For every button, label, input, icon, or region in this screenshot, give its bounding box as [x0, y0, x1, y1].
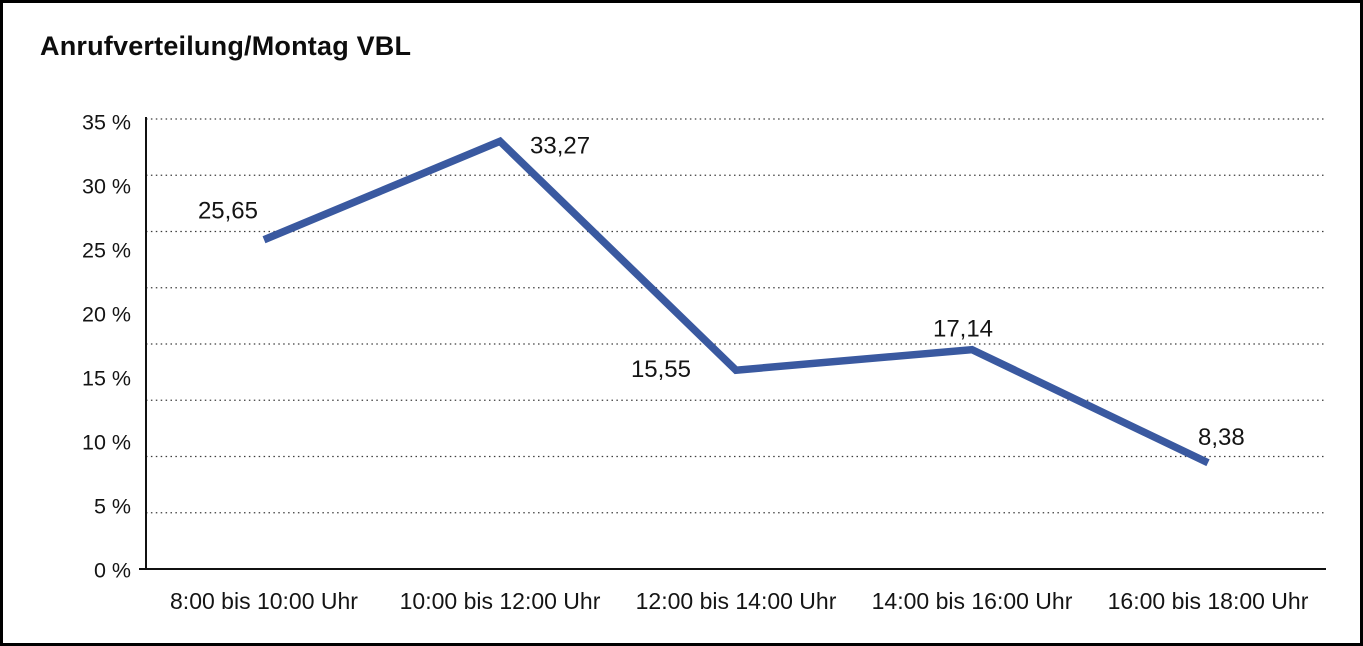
y-axis-tick-label: 0 %	[94, 559, 131, 583]
y-axis-tick-label: 10 %	[82, 431, 131, 455]
data-point-label: 33,27	[530, 132, 590, 159]
y-axis-tick-label: 35 %	[82, 111, 131, 135]
data-point-label: 25,65	[198, 198, 258, 225]
data-point-label: 15,55	[631, 356, 691, 383]
chart-title: Anrufverteilung/Montag VBL	[40, 31, 412, 61]
y-axis-tick-label: 25 %	[82, 239, 131, 263]
y-axis-tick-label: 5 %	[94, 495, 131, 519]
data-point-label: 8,38	[1198, 424, 1245, 451]
y-axis-tick-label: 30 %	[82, 175, 131, 199]
x-axis-category-label: 8:00 bis 10:00 Uhr	[170, 588, 358, 614]
data-point-label: 17,14	[933, 316, 993, 343]
x-axis-category-label: 12:00 bis 14:00 Uhr	[636, 588, 837, 614]
x-axis-category-label: 16:00 bis 18:00 Uhr	[1108, 588, 1309, 614]
x-axis-category-label: 14:00 bis 16:00 Uhr	[872, 588, 1073, 614]
y-axis-tick-label: 15 %	[82, 367, 131, 391]
line-chart: 35 % 30 % 25 % 20 % 15 % 10 % 5 % 0 % 8:00 bis 1…	[82, 111, 1326, 614]
x-axis-category-label: 10:00 bis 12:00 Uhr	[400, 588, 601, 614]
y-axis-tick-label: 20 %	[82, 303, 131, 327]
data-line-series	[262, 136, 1210, 467]
